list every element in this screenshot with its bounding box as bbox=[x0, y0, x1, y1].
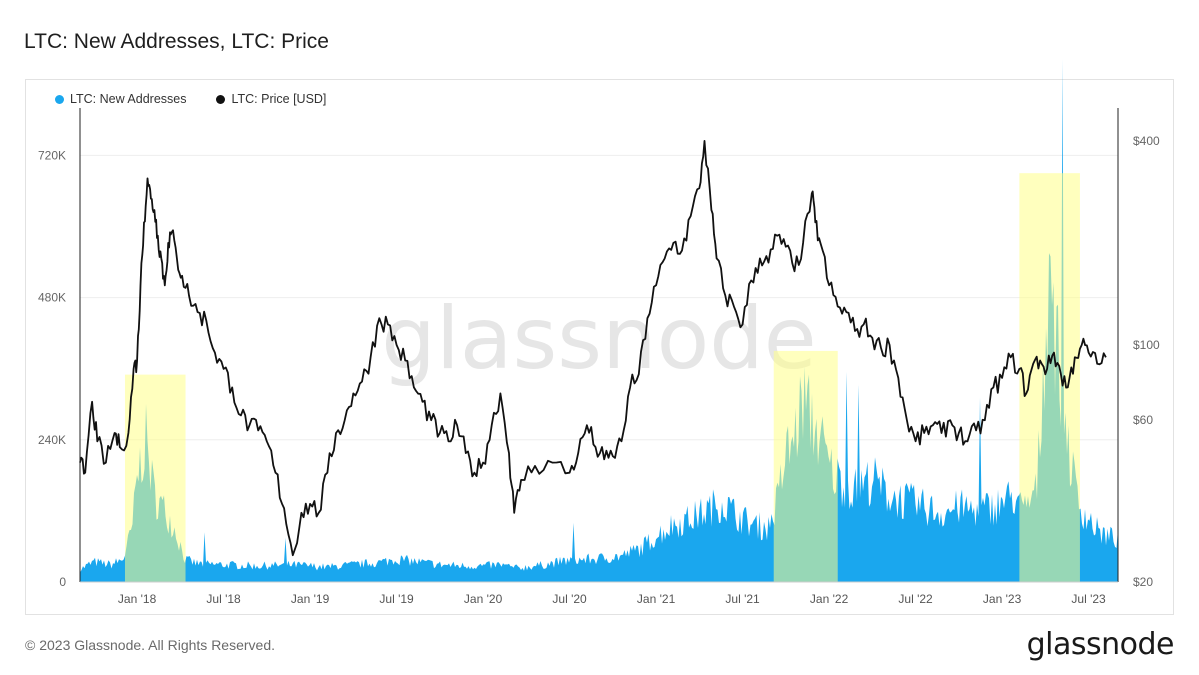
x-tick-label: Jan '23 bbox=[983, 592, 1022, 606]
y-right-tick-label: $60 bbox=[1133, 413, 1153, 427]
x-tick-label: Jul '23 bbox=[1071, 592, 1106, 606]
y-left-tick-label: 480K bbox=[38, 291, 66, 305]
x-tick-label: Jul '22 bbox=[898, 592, 933, 606]
y-right-tick-label: $400 bbox=[1133, 134, 1160, 148]
legend-label-addresses: LTC: New Addresses bbox=[70, 92, 187, 106]
highlight-box-1 bbox=[124, 374, 186, 582]
watermark-text: glassnode bbox=[381, 289, 816, 389]
y-left-tick-label: 0 bbox=[59, 575, 66, 589]
price-line bbox=[79, 140, 1107, 557]
x-tick-label: Jan '21 bbox=[637, 592, 676, 606]
x-tick-label: Jul '18 bbox=[206, 592, 241, 606]
brand-logo: glassnode bbox=[1026, 627, 1175, 662]
legend-dot-price bbox=[216, 94, 226, 104]
x-tick-label: Jul '19 bbox=[379, 592, 414, 606]
x-tick-label: Jan '20 bbox=[464, 592, 503, 606]
y-right-tick-label: $20 bbox=[1133, 575, 1153, 589]
x-tick-label: Jan '18 bbox=[118, 592, 157, 606]
y-left-tick-label: 240K bbox=[38, 433, 66, 447]
x-tick-label: Jul '20 bbox=[552, 592, 587, 606]
x-tick-label: Jan '19 bbox=[291, 592, 330, 606]
y-left-tick-label: 720K bbox=[38, 148, 66, 162]
highlight-box-2 bbox=[773, 350, 838, 582]
y-right-tick-label: $100 bbox=[1133, 338, 1160, 352]
chart-legend: LTC: New Addresses LTC: Price [USD] bbox=[55, 92, 326, 106]
new-addresses-area bbox=[80, 59, 1118, 583]
legend-dot-addresses bbox=[55, 94, 64, 104]
highlight-box-3 bbox=[1019, 173, 1080, 583]
legend-item-new-addresses[interactable]: LTC: New Addresses bbox=[55, 92, 186, 106]
x-tick-label: Jan '22 bbox=[810, 592, 849, 606]
legend-label-price: LTC: Price [USD] bbox=[231, 92, 327, 106]
page-title: LTC: New Addresses, LTC: Price bbox=[24, 30, 329, 53]
legend-item-price[interactable]: LTC: Price [USD] bbox=[216, 92, 326, 106]
x-tick-label: Jul '21 bbox=[725, 592, 760, 606]
copyright-text: © 2023 Glassnode. All Rights Reserved. bbox=[25, 637, 276, 653]
